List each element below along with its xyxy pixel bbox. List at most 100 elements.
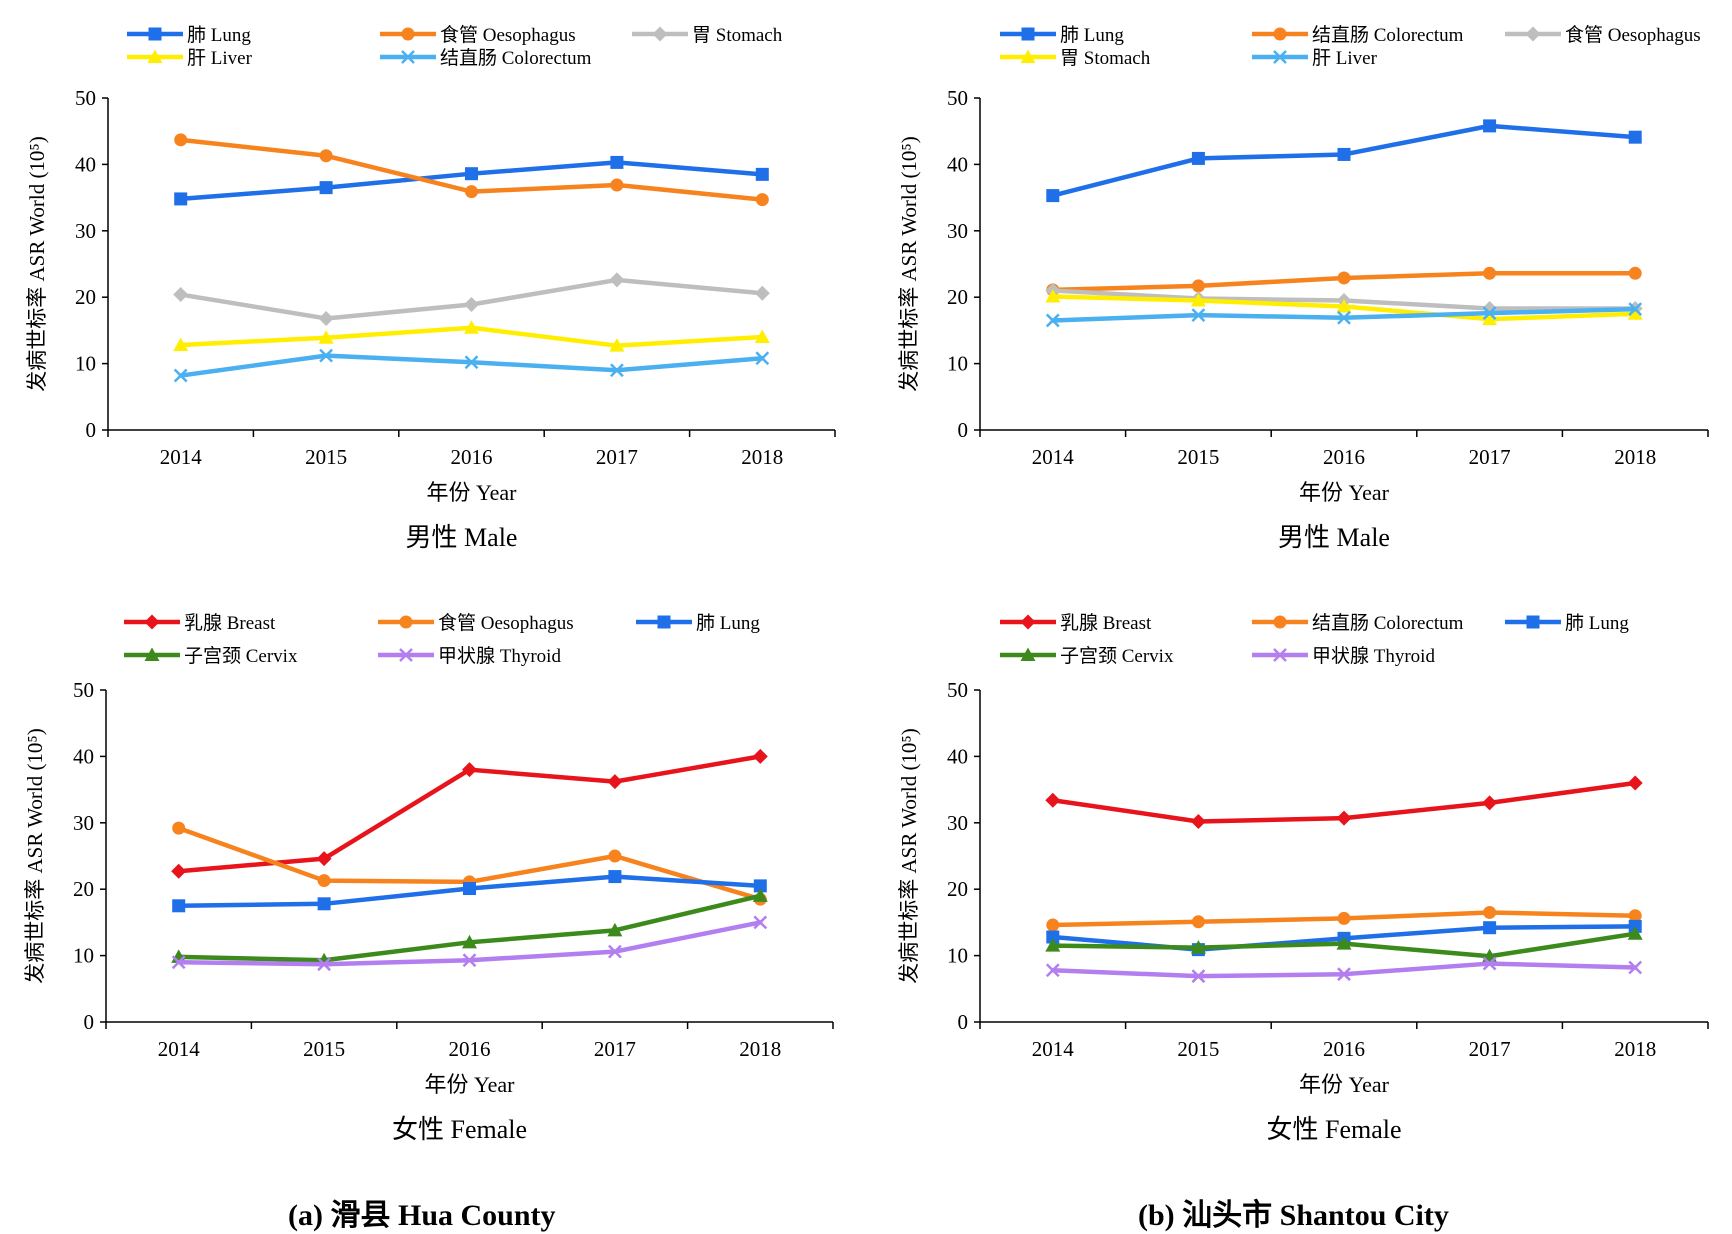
- x-tick-label: 2016: [449, 1037, 491, 1061]
- legend-item-breast: 乳腺 Breast: [1000, 612, 1152, 634]
- y-tick-label: 40: [947, 152, 968, 176]
- data-point: [1482, 956, 1497, 971]
- legend: 乳腺 Breast 食管 Oesophagus 肺 Lung 子宫颈 Cervix 甲状…: [124, 612, 760, 667]
- y-tick-label: 30: [947, 811, 968, 835]
- data-point: [317, 957, 331, 972]
- legend: 乳腺 Breast 结直肠 Colorectum 肺 Lung 子宫颈 Cervix 甲…: [1000, 612, 1629, 667]
- y-tick-label: 30: [73, 811, 94, 835]
- chart-a-male: 0 10 20 30 40 50 2014 2015 2016 2017 2018 年份 Year 发病…: [25, 24, 836, 552]
- x-axis-title: 年份 Year: [1299, 480, 1390, 505]
- data-point: [1045, 289, 1061, 303]
- y-tick-label: 0: [958, 1010, 969, 1034]
- y-tick-label: 20: [75, 285, 96, 309]
- panel-title: 女性 Female: [392, 1115, 527, 1144]
- data-point: [462, 953, 477, 968]
- legend-swatch-marker: [148, 27, 162, 41]
- caption-shantou-city: (b) 汕头市 Shantou City: [1138, 1199, 1449, 1232]
- data-point: [754, 285, 770, 301]
- data-point: [1483, 921, 1497, 935]
- data-point: [464, 297, 479, 313]
- data-point: [753, 879, 767, 893]
- legend-item-thyroid: 甲状腺 Thyroid: [1252, 645, 1435, 667]
- data-point: [610, 363, 624, 378]
- data-point: [1336, 298, 1352, 313]
- data-point: [1628, 960, 1643, 975]
- legend-swatch-marker: [401, 50, 415, 64]
- x-axis-title: 年份 Year: [1299, 1072, 1390, 1097]
- data-point: [1337, 911, 1351, 925]
- legend-swatch-marker: [1273, 615, 1287, 629]
- legend: 肺 Lung 食管 Oesophagus 胃 Stomach 肝 Liver 结直肠 C…: [127, 24, 783, 69]
- legend-swatch-marker: [144, 647, 160, 661]
- legend-label: 结直肠 Colorectum: [1312, 24, 1464, 46]
- data-point: [752, 748, 768, 764]
- data-point: [1045, 938, 1061, 952]
- data-point: [754, 329, 770, 344]
- x-tick-label: 2014: [1032, 445, 1075, 469]
- series-lung: [172, 870, 767, 913]
- series-colorectum: [1046, 905, 1642, 932]
- legend-label: 肝 Liver: [1312, 48, 1378, 69]
- y-tick-label: 50: [947, 86, 968, 110]
- x-tick-label: 2017: [596, 445, 638, 469]
- legend-label: 胃 Stomach: [692, 25, 783, 46]
- data-point: [1336, 936, 1352, 950]
- legend-item-colorectum: 结直肠 Colorectum: [380, 47, 592, 69]
- series-colorectum: [1046, 266, 1642, 297]
- data-point: [755, 167, 769, 181]
- data-point: [1627, 926, 1643, 940]
- data-point: [171, 863, 187, 879]
- data-point: [609, 272, 625, 288]
- series-breast: [1045, 775, 1643, 829]
- data-point: [172, 899, 186, 913]
- y-tick-label: 20: [947, 285, 968, 309]
- data-point: [1190, 813, 1206, 829]
- legend-label: 肺 Lung: [1565, 612, 1629, 634]
- legend-label: 食管 Oesophagus: [1565, 24, 1701, 46]
- y-tick-label: 10: [947, 352, 968, 376]
- data-point: [755, 351, 770, 366]
- x-tick-label: 2016: [1323, 445, 1365, 469]
- legend-item-lung: 肺 Lung: [127, 24, 251, 46]
- y-tick-label: 0: [958, 418, 969, 442]
- data-point: [752, 888, 768, 902]
- panel-title: 男性 Male: [1278, 523, 1390, 552]
- y-tick-label: 30: [75, 219, 96, 243]
- data-point: [1337, 310, 1351, 325]
- data-point: [465, 185, 478, 199]
- y-tick-label: 50: [947, 678, 968, 702]
- x-tick-label: 2017: [1469, 1037, 1511, 1061]
- data-point: [463, 882, 476, 896]
- legend-swatch-marker: [1273, 27, 1287, 41]
- legend-item-stomach: 胃 Stomach: [1000, 48, 1151, 69]
- data-point: [318, 310, 334, 326]
- data-point: [1482, 795, 1498, 811]
- legend-swatch-marker: [1526, 615, 1540, 629]
- x-tick-label: 2015: [1177, 1037, 1219, 1061]
- data-point: [317, 897, 331, 911]
- legend-swatch-marker: [147, 49, 163, 63]
- data-point: [172, 821, 186, 835]
- legend-label: 肝 Liver: [187, 48, 253, 69]
- data-point: [753, 915, 768, 930]
- data-point: [319, 149, 333, 163]
- legend-swatch-marker: [1020, 614, 1036, 630]
- legend-swatch-marker: [1525, 26, 1541, 42]
- data-point: [608, 870, 622, 884]
- legend-label: 结直肠 Colorectum: [440, 47, 592, 69]
- legend-item-liver: 肝 Liver: [1252, 48, 1378, 69]
- data-point: [316, 851, 332, 867]
- legend-swatch-marker: [1021, 27, 1035, 41]
- x-axis-title: 年份 Year: [426, 480, 517, 505]
- legend-label: 食管 Oesophagus: [440, 24, 576, 46]
- data-point: [464, 355, 479, 370]
- data-point: [1045, 313, 1060, 328]
- x-tick-label: 2014: [160, 445, 203, 469]
- legend: 肺 Lung 结直肠 Colorectum 食管 Oesophagus 胃 Stoma…: [1000, 24, 1701, 69]
- series-thyroid: [171, 915, 768, 972]
- data-point: [609, 338, 625, 352]
- data-point: [1628, 266, 1642, 280]
- series-liver: [1045, 302, 1643, 328]
- data-point: [1336, 810, 1352, 826]
- legend-label: 甲状腺 Thyroid: [1312, 645, 1435, 667]
